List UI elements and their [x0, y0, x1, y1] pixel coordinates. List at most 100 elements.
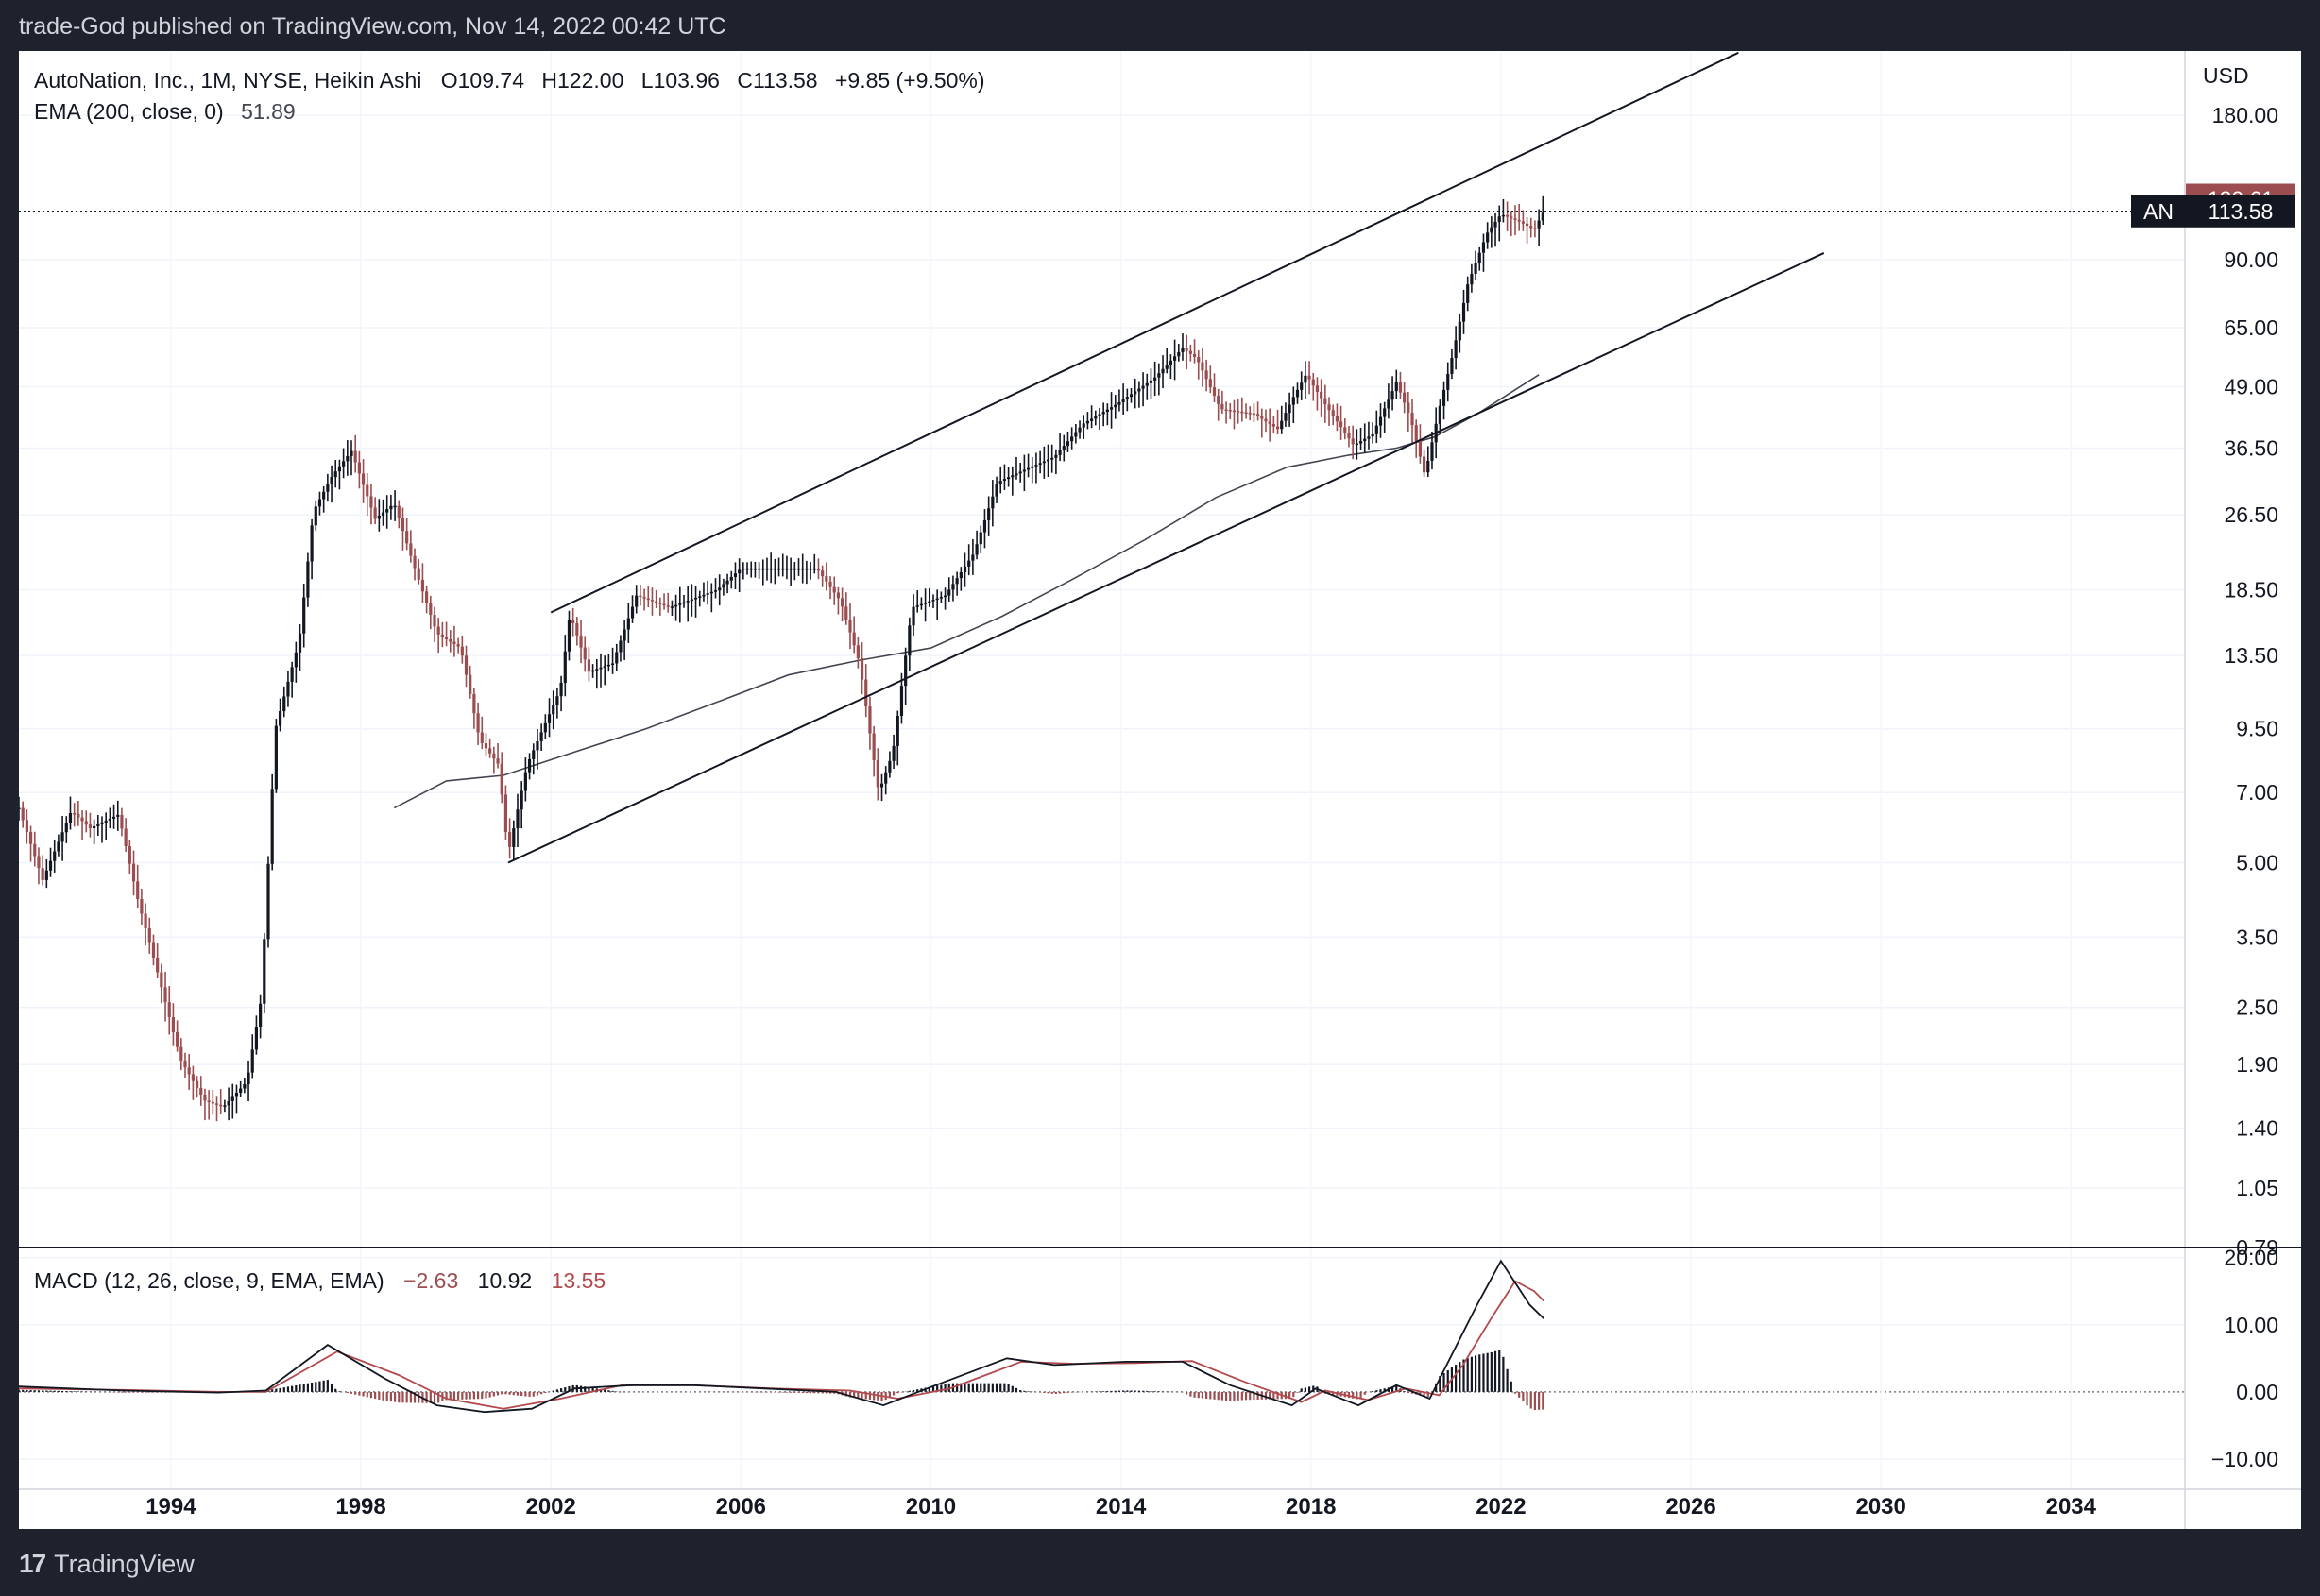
candle-body [1042, 461, 1046, 464]
candle-body [1339, 421, 1343, 428]
candle-body [516, 809, 520, 829]
candle-body [1355, 443, 1358, 446]
candle-body [96, 823, 100, 826]
candle-body [987, 508, 991, 520]
candle-body [666, 605, 670, 607]
ema-layer [393, 374, 1540, 809]
candle-body [789, 568, 793, 570]
candle-body [915, 605, 919, 607]
candle-body [1018, 471, 1022, 474]
candle-body [1046, 459, 1050, 462]
candle-body [805, 568, 809, 570]
candle-body [931, 600, 935, 602]
time-tick-label: 2010 [906, 1494, 956, 1520]
candle-body [385, 509, 389, 513]
candle-body [1268, 421, 1271, 424]
footer-brand[interactable]: TradingView [54, 1549, 195, 1578]
candle-body [520, 790, 523, 810]
time-tick-label: 2030 [1855, 1494, 1905, 1520]
candle-body [151, 942, 156, 958]
candle-body [761, 568, 765, 570]
candle-body [1407, 402, 1410, 414]
candle-body [658, 603, 662, 604]
candle-body [615, 652, 619, 664]
candle-body [1002, 479, 1007, 482]
candle-body [888, 760, 892, 773]
candle-body [314, 506, 317, 526]
candle-body [796, 568, 801, 570]
candle-body [1192, 353, 1197, 358]
candle-body [266, 863, 270, 940]
candle-body [369, 496, 373, 508]
candle-body [397, 505, 401, 518]
candle-body [1537, 220, 1541, 229]
candle-body [1470, 274, 1474, 285]
candle-body [765, 568, 769, 570]
ema-text: EMA (200, close, 0) [34, 99, 224, 124]
candle-body [1129, 394, 1134, 398]
candle-body [678, 603, 682, 605]
low-label: L [641, 68, 654, 93]
candle-body [591, 670, 595, 672]
price-tick-label: 1.40 [2236, 1116, 2278, 1141]
candle-body [742, 568, 745, 570]
candle-body [21, 807, 25, 821]
candle-body [425, 591, 429, 603]
tradingview-logo-icon[interactable]: 17 [19, 1549, 46, 1578]
candle-body [1517, 219, 1521, 222]
candle-body [1058, 450, 1062, 455]
candle-body [409, 543, 413, 556]
candle-body [1173, 356, 1177, 361]
high-value: 122.00 [557, 68, 623, 93]
candle-body [686, 601, 690, 603]
candle-body [1066, 441, 1070, 447]
candle-body [1390, 391, 1394, 400]
candle-body [167, 1002, 171, 1018]
candle-body [623, 629, 626, 641]
price-tick-label: 1.90 [2236, 1052, 2278, 1077]
candle-body [1430, 442, 1434, 461]
candle-body [801, 568, 805, 570]
candle-body [41, 868, 44, 880]
candle-body [1458, 321, 1461, 341]
candle-body [116, 814, 120, 817]
candle-body [606, 664, 610, 667]
candle-body [1271, 423, 1275, 427]
candle-body [476, 713, 480, 733]
candle-body [1145, 382, 1149, 386]
ema-value: 51.89 [241, 99, 296, 124]
candle-body [579, 635, 583, 648]
chart-frame: 180.00 90.00 65.00 49.00 36.50 26.50 18.50 13.5… [17, 51, 2301, 1529]
candle-body [234, 1092, 239, 1097]
candle-body [452, 641, 456, 645]
candle-body [1351, 438, 1355, 445]
candle-body [508, 832, 512, 847]
candle-body [626, 618, 630, 630]
candle-body [68, 813, 73, 823]
candle-body [979, 532, 982, 545]
price-tick-label: 9.50 [2236, 717, 2278, 741]
candle-body [1165, 365, 1169, 369]
candle-body [77, 813, 80, 818]
candle-body [908, 625, 912, 656]
candle-body [1098, 414, 1101, 416]
candle-body [93, 825, 96, 828]
candle-body [1201, 362, 1204, 371]
candle-body [1335, 416, 1339, 422]
candle-body [758, 568, 761, 570]
candle-body [793, 568, 796, 570]
macd-tick-label: 10.00 [2224, 1313, 2278, 1337]
candle-body [884, 772, 888, 784]
candle-body [674, 604, 678, 607]
candle-body [809, 568, 812, 570]
candle-body [781, 568, 785, 570]
candle-body [346, 455, 350, 462]
candle-body [1387, 399, 1390, 409]
candle-body [420, 579, 425, 592]
macd-tick-label: 0.00 [2236, 1380, 2278, 1404]
chart-canvas[interactable]: 180.00 90.00 65.00 49.00 36.50 26.50 18.50 13.5… [17, 51, 2301, 1529]
candle-body [28, 832, 33, 844]
price-tick-label: 65.00 [2224, 315, 2278, 340]
candle-body [1280, 420, 1284, 430]
close-value: 113.58 [753, 68, 818, 93]
